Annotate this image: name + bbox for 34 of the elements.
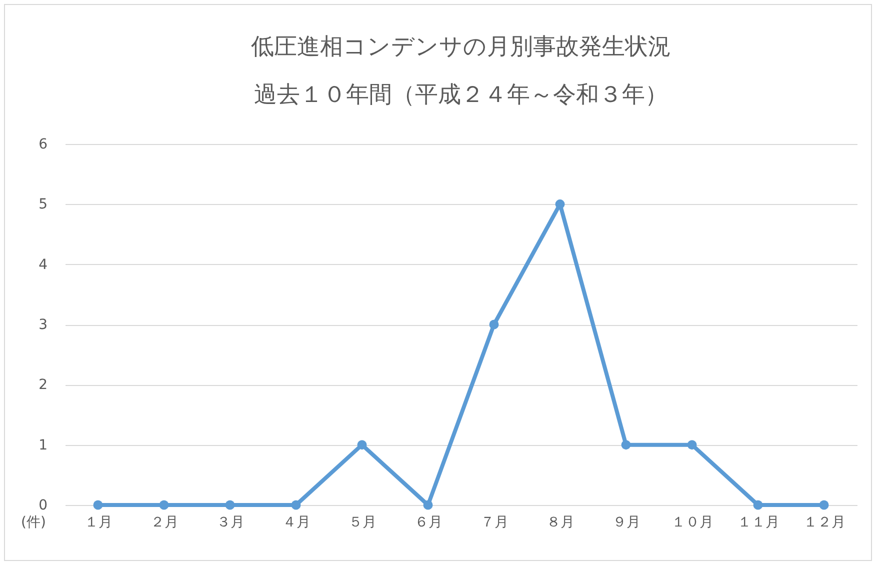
text: 過去１０年間（平成２４年～令和３年） — [254, 82, 668, 108]
point — [621, 440, 631, 450]
point — [291, 500, 301, 510]
point — [489, 320, 499, 330]
point — [93, 500, 103, 510]
x-tick-label: １２月 — [804, 514, 846, 530]
point — [225, 500, 235, 510]
point — [357, 440, 367, 450]
x-tick-label: １１月 — [738, 514, 780, 530]
point — [555, 199, 565, 209]
x-tick-label: １月 — [84, 514, 112, 530]
x-tick-label: ３月 — [216, 514, 244, 530]
point — [159, 500, 169, 510]
x-tick-label: ７月 — [480, 514, 508, 530]
y-tick-label: 3 — [38, 317, 48, 333]
point — [753, 500, 763, 510]
y-tick-label: 5 — [38, 196, 48, 213]
y-tick-label: 4 — [38, 256, 48, 273]
y-tick-label: 6 — [38, 136, 48, 152]
x-tick-label: ５月 — [348, 514, 376, 530]
point — [819, 500, 829, 510]
x-tick-label: ６月 — [414, 514, 442, 530]
y-tick-label: 0 — [38, 498, 48, 514]
x-tick-label: ８月 — [546, 514, 574, 530]
x-tick-label: ９月 — [612, 514, 640, 530]
y-axis-title: (件) — [21, 514, 46, 530]
text: 低圧進相コンデンサの月別事故発生状況 — [251, 34, 671, 60]
point — [423, 500, 433, 510]
x-tick-label: １０月 — [672, 514, 714, 530]
y-tick-label: 2 — [38, 377, 48, 394]
x-tick-label: ４月 — [282, 514, 310, 530]
point — [687, 440, 697, 450]
y-tick-label: 1 — [38, 437, 48, 454]
x-tick-label: ２月 — [150, 514, 178, 530]
